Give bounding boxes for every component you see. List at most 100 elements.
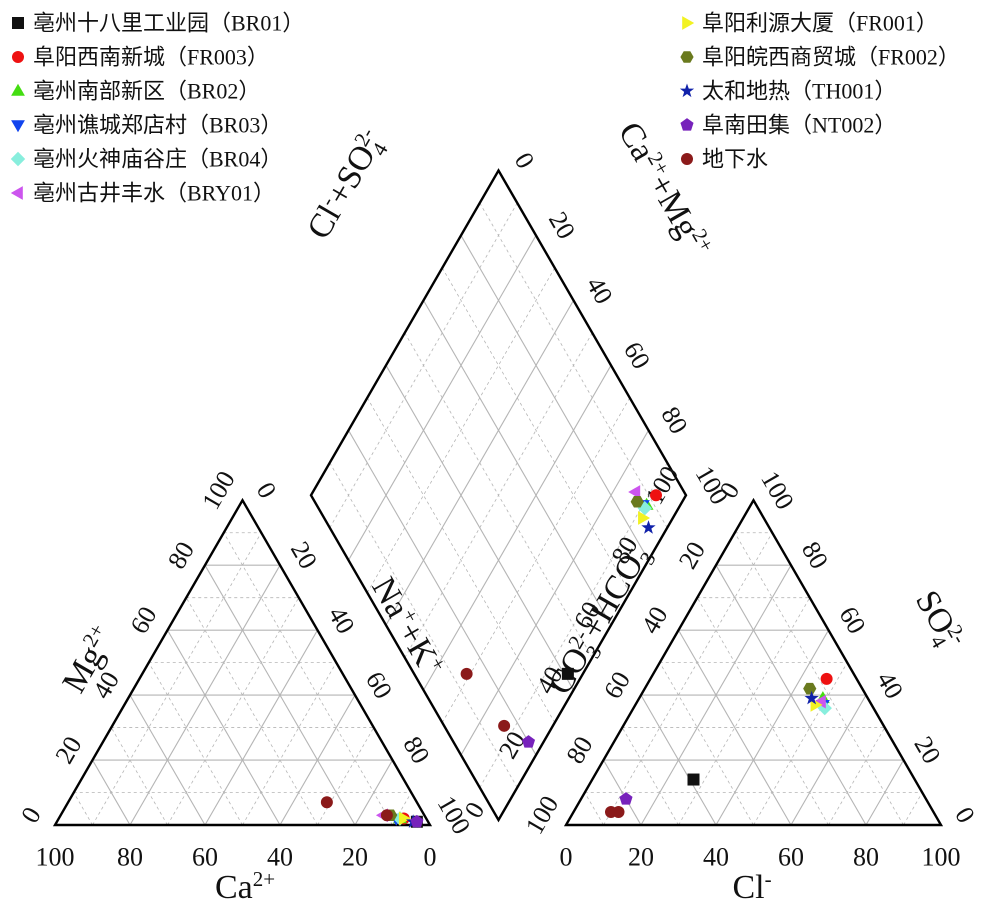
legend-marker bbox=[681, 153, 693, 165]
anion-so4-tick: 100 bbox=[755, 466, 800, 514]
anion-cl-tick: 80 bbox=[853, 843, 879, 872]
legend-label: 亳州十八里工业园（BR01） bbox=[33, 11, 304, 36]
frame-layer bbox=[52, 168, 944, 827]
legend-marker bbox=[11, 120, 25, 133]
legend-label: 亳州古井丰水（BRY01） bbox=[33, 181, 275, 206]
legend-left: 亳州十八里工业园（BR01） 阜阳西南新城（FR003） 亳州南部新区（BR02） 亳… bbox=[10, 11, 304, 206]
legend-marker bbox=[12, 17, 24, 29]
legend-item: 阜阳利源大厦（FR001） bbox=[682, 11, 938, 36]
cation-nak-tick: 20 bbox=[285, 537, 323, 574]
anion-co3hco3-tick: 60 bbox=[598, 667, 636, 704]
svg-text:Cl-+SO42-: Cl-+SO42- bbox=[298, 123, 395, 248]
legend-marker bbox=[10, 151, 26, 167]
anion-data-point bbox=[687, 773, 700, 786]
legend-item: 亳州谯城郑店村（BR03） bbox=[11, 113, 282, 138]
cation-nak-tick: 0 bbox=[251, 477, 283, 503]
tick-layer: 0000000020202020202020204040404040404040… bbox=[15, 148, 981, 872]
cation-triangle bbox=[52, 497, 433, 827]
cation-ca-tick: 80 bbox=[117, 843, 143, 872]
legend-label: 亳州南部新区（BR02） bbox=[33, 79, 260, 104]
cation-ca-axis-label: Ca2+ bbox=[215, 867, 275, 906]
cation-ca-tick: 60 bbox=[192, 843, 218, 872]
legend-label: 亳州火神庙谷庄（BR04） bbox=[33, 147, 282, 172]
legend-label: 阜阳西南新城（FR003） bbox=[33, 45, 269, 70]
diamond-left-axis-label: Cl-+SO42- bbox=[298, 123, 395, 248]
cation-mg-tick: 60 bbox=[124, 602, 162, 639]
diamond-data-point bbox=[498, 719, 511, 732]
diamond-camg-tick: 20 bbox=[543, 207, 581, 244]
anion-so4-tick: 80 bbox=[796, 537, 834, 574]
diamond-data-point bbox=[650, 489, 662, 502]
legend-item: 地下水 bbox=[681, 147, 768, 172]
legend-item: 阜南田集（NT002） bbox=[680, 113, 896, 138]
anion-cl-tick: 100 bbox=[922, 843, 961, 872]
legend-item: 亳州南部新区（BR02） bbox=[11, 79, 260, 104]
cation-data-point bbox=[380, 809, 393, 822]
diamond-field bbox=[309, 168, 688, 823]
anion-triangle bbox=[563, 497, 944, 827]
cation-nak-tick: 60 bbox=[360, 667, 398, 704]
cation-nak-tick: 40 bbox=[322, 602, 360, 639]
legend-marker bbox=[679, 83, 695, 98]
legend-item: 亳州十八里工业园（BR01） bbox=[12, 11, 304, 36]
diamond-camg-tick: 0 bbox=[509, 148, 541, 174]
legend-label: 太和地热（TH001） bbox=[702, 79, 896, 104]
legend-marker bbox=[12, 51, 24, 63]
diamond-data-point bbox=[628, 485, 641, 499]
anion-data-point bbox=[813, 694, 826, 709]
anion-co3hco3-tick: 40 bbox=[635, 602, 673, 639]
cation-data-point bbox=[320, 796, 333, 809]
diamond-camg-tick: 80 bbox=[655, 402, 693, 439]
cation-ca-tick: 20 bbox=[342, 843, 368, 872]
anion-data-point bbox=[619, 792, 633, 805]
cation-nak-tick: 80 bbox=[397, 732, 435, 769]
data-points bbox=[320, 485, 833, 828]
legend-label: 地下水 bbox=[702, 147, 768, 172]
legend-marker bbox=[680, 118, 694, 131]
legend-right: 阜阳利源大厦（FR001） 阜阳皖西商贸城（FR002） 太和地热（TH001） 阜南… bbox=[679, 11, 960, 172]
anion-cl-tick: 40 bbox=[703, 843, 729, 872]
cation-ca-tick: 0 bbox=[424, 843, 437, 872]
legend-marker bbox=[680, 51, 694, 63]
grid-layer bbox=[73, 202, 923, 826]
svg-text:SO42-: SO42- bbox=[904, 583, 972, 657]
anion-so4-tick: 20 bbox=[908, 732, 946, 769]
cation-ca-tick: 100 bbox=[36, 843, 75, 872]
cation-mg-tick: 80 bbox=[162, 537, 200, 574]
diamond-data-point bbox=[460, 667, 473, 680]
anion-co3hco3-tick: 80 bbox=[560, 732, 598, 769]
anion-co3hco3-tick: 100 bbox=[520, 791, 565, 839]
cl-so4-label: Cl-+SO42- bbox=[298, 123, 395, 248]
legend-item: 亳州古井丰水（BRY01） bbox=[10, 181, 275, 206]
anion-data-point bbox=[612, 806, 625, 819]
ca-label: Ca2+ bbox=[215, 867, 275, 906]
anion-so4-axis-label: SO42- bbox=[904, 583, 972, 657]
diamond-camg-tick: 40 bbox=[580, 272, 618, 309]
so4-label: SO42- bbox=[904, 583, 972, 657]
anion-data-point bbox=[804, 690, 819, 705]
anion-so4-tick: 60 bbox=[833, 602, 871, 639]
anion-cl-tick: 60 bbox=[778, 843, 804, 872]
cation-mg-tick: 100 bbox=[196, 466, 241, 514]
legend-label: 阜阳利源大厦（FR001） bbox=[702, 11, 938, 36]
legend-label: 阜南田集（NT002） bbox=[702, 113, 896, 138]
legend-label: 亳州谯城郑店村（BR03） bbox=[33, 113, 282, 138]
anion-so4-tick: 40 bbox=[871, 667, 909, 704]
anion-data-point bbox=[803, 682, 817, 695]
diamond-data-point bbox=[630, 496, 644, 508]
diamond-data-point bbox=[641, 520, 656, 534]
legend-marker bbox=[10, 186, 23, 200]
legend-item: 阜阳西南新城（FR003） bbox=[12, 45, 269, 70]
cation-data-point bbox=[398, 811, 411, 826]
anion-co3hco3-tick: 20 bbox=[673, 537, 711, 574]
diamond-data-point bbox=[521, 735, 536, 748]
legend-marker bbox=[11, 83, 25, 96]
cation-nak-tick: 100 bbox=[432, 791, 477, 839]
cation-mg-tick: 0 bbox=[15, 802, 47, 828]
cation-ca-tick: 40 bbox=[267, 843, 293, 872]
cation-mg-tick: 20 bbox=[49, 732, 87, 769]
anion-cl-axis-label: Cl- bbox=[732, 867, 771, 906]
cl-label: Cl- bbox=[732, 867, 771, 906]
anion-so4-tick: 0 bbox=[949, 802, 981, 828]
